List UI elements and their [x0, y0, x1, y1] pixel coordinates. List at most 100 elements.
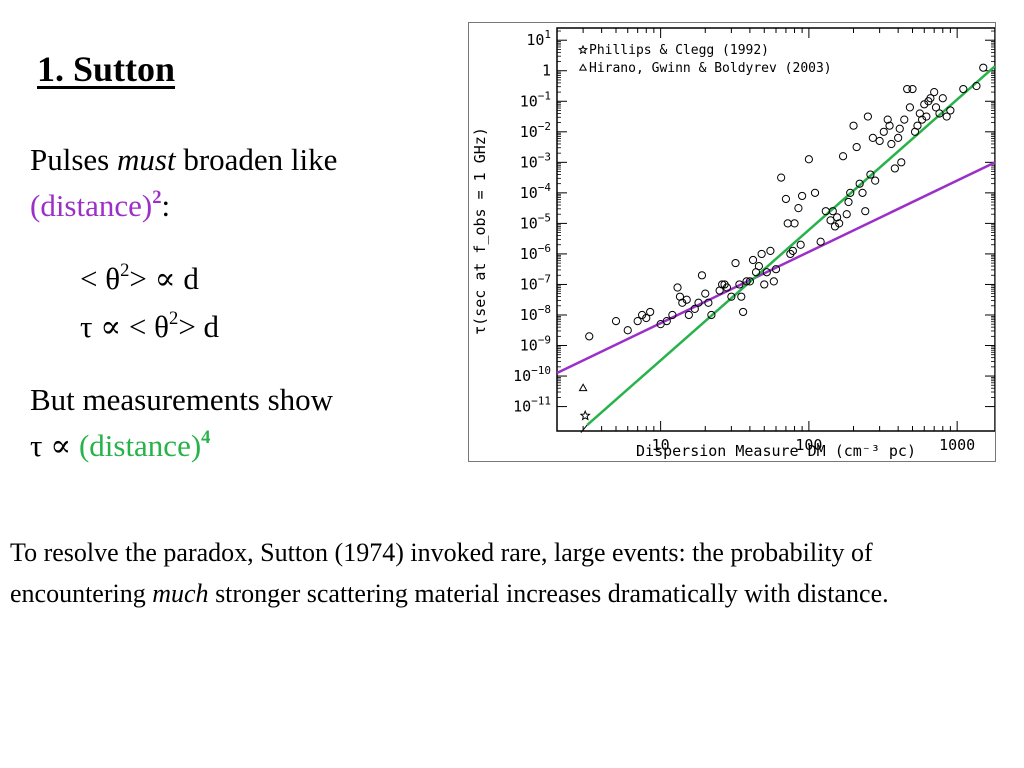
measurements-line: But measurements show [30, 382, 334, 417]
legend-triangle-icon [578, 63, 588, 71]
data-point [642, 313, 651, 323]
data-point [913, 121, 922, 130]
data-point [868, 133, 877, 143]
pulses-prefix: Pulses [30, 142, 117, 177]
pulses-line: Pulses must broaden like [30, 138, 337, 182]
data-point [662, 316, 671, 326]
fit-lines [556, 65, 995, 433]
data-point [917, 115, 927, 124]
data-point [673, 283, 682, 292]
data-point [816, 237, 825, 246]
legend-label: Phillips & Clegg (1992) [589, 43, 769, 58]
data-point [794, 204, 803, 213]
equation-1: < θ2> ∝ d [80, 257, 199, 301]
legend: Phillips & Clegg (1992) Hirano, Gwinn & B… [578, 43, 832, 76]
caption: To resolve the paradox, Sutton (1974) in… [10, 532, 1010, 614]
data-point [682, 295, 691, 304]
y-tick-label: 10−4 [520, 181, 552, 202]
y-tick-label: 10−9 [520, 334, 551, 355]
y-axis-label: τ(sec at f_obs = 1 GHz) [471, 127, 489, 335]
data-point [871, 176, 880, 185]
colon: : [161, 188, 171, 223]
distance-fourth-exponent: 4 [201, 426, 211, 448]
data-point [745, 277, 754, 286]
data-point [646, 307, 655, 317]
legend-label: Hirano, Gwinn & Boldyrev (2003) [589, 61, 832, 76]
data-point [959, 84, 968, 94]
y-tick-label: 10−3 [520, 150, 551, 171]
data-point [769, 277, 778, 286]
distance-fourth: (distance) [78, 428, 202, 463]
data-point [935, 109, 944, 118]
data-point [585, 332, 594, 341]
data-point [704, 298, 713, 307]
data-point [858, 188, 867, 197]
data-point [938, 94, 947, 103]
caption-start: To resolve the paradox, Sutton (1974) in… [10, 538, 873, 608]
distance-squared-line: (distance)2: [30, 184, 170, 228]
data-point [846, 188, 855, 197]
star-point [579, 409, 591, 421]
data-point [777, 173, 786, 182]
data-point [788, 246, 797, 255]
equation-2-exponent: 2 [169, 307, 179, 329]
equation-2-right: > d [178, 309, 220, 344]
data-point [754, 262, 763, 271]
data-point [735, 280, 744, 289]
data-point [855, 179, 864, 188]
data-point [707, 310, 716, 320]
data-point [611, 316, 621, 326]
data-point [897, 158, 906, 167]
y-tick-label: 10−10 [513, 364, 551, 385]
data-point [903, 84, 912, 94]
y-tick-label: 10−5 [520, 211, 551, 232]
axis-ticks [556, 28, 995, 431]
data-point [861, 207, 870, 216]
equation-1-right: > ∝ d [129, 261, 199, 296]
data-point [922, 112, 931, 121]
data-point [781, 194, 791, 204]
equation-1-exponent: 2 [120, 259, 130, 281]
data-point [849, 121, 858, 130]
data-point [757, 249, 766, 259]
data-point [931, 103, 941, 112]
data-point [920, 100, 929, 109]
triangle-point [578, 383, 588, 392]
legend-star-icon [578, 44, 588, 55]
data-point [701, 289, 710, 298]
data-point [690, 304, 699, 313]
distance-squared-exponent: 2 [152, 186, 162, 208]
y-tick-label: 10−1 [520, 89, 551, 110]
data-point [942, 112, 951, 121]
data-point [722, 283, 732, 292]
data-point [762, 268, 771, 277]
data-point [798, 191, 807, 201]
y-tick-label: 101 [526, 28, 551, 49]
equation-1-left: < θ [80, 261, 121, 296]
equation-2: τ ∝ < θ2> d [80, 305, 219, 349]
y-tick-label: 10−6 [520, 242, 551, 263]
data-point [737, 292, 746, 301]
data-point [879, 127, 888, 136]
tau-proportional: τ ∝ [30, 428, 79, 463]
x-tick-label: 1000 [939, 436, 975, 454]
data-point [842, 210, 851, 219]
equation-2-left: τ ∝ < θ [80, 309, 170, 344]
tick-labels: 10 100 1000 101 1 10−1 10−2 10−3 10−4 10−5 10−6 10−… [513, 28, 975, 454]
tau-distance-line: τ ∝ (distance)4 [30, 424, 210, 468]
y-tick-label: 10−7 [520, 272, 551, 293]
pulses-suffix: broaden like [175, 142, 338, 177]
data-point [833, 213, 842, 222]
data-point [771, 265, 781, 274]
data-point [900, 115, 909, 124]
data-point [979, 63, 988, 72]
plot-frame [556, 27, 995, 432]
data-point [852, 142, 861, 152]
x-tick-label: 10 [652, 436, 670, 454]
data-point [930, 88, 939, 97]
data-point [838, 152, 848, 161]
data-point [790, 219, 799, 228]
data-point [739, 307, 748, 317]
pulses-emphasis: must [117, 142, 176, 177]
data-point [760, 280, 769, 289]
